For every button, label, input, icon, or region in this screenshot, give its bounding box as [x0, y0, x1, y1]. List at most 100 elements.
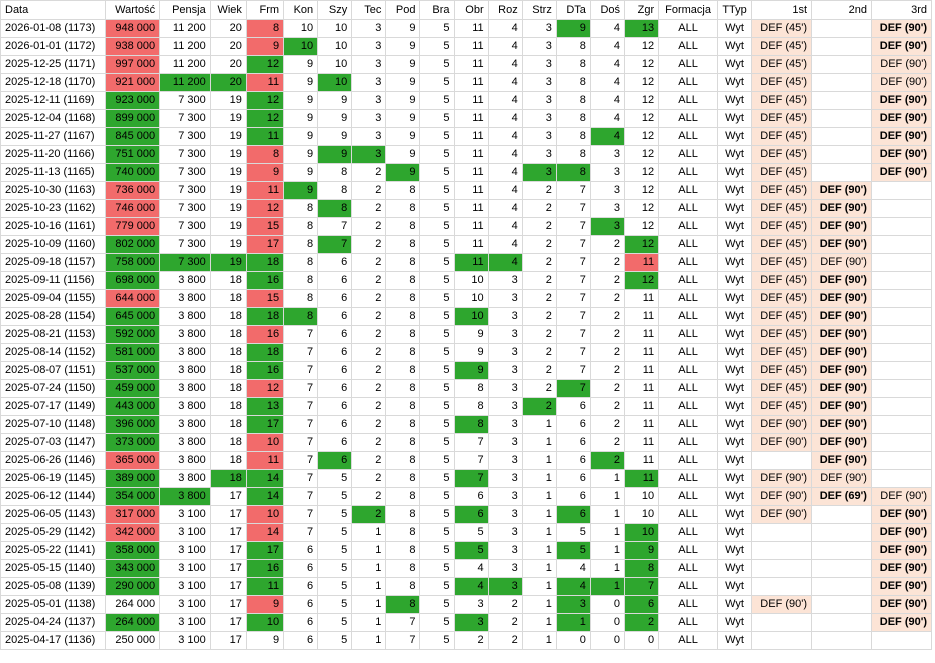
cell-bra[interactable]: 5: [419, 37, 455, 56]
cell-tec[interactable]: 1: [351, 595, 387, 614]
cell-ttyp[interactable]: Wyt: [716, 559, 753, 578]
cell-wartos-c[interactable]: 581 000: [105, 343, 161, 362]
cell-strz[interactable]: 1: [521, 433, 557, 452]
cell-frm[interactable]: 15: [245, 217, 285, 236]
cell-szy[interactable]: 5: [317, 631, 353, 650]
cell-1st[interactable]: DEF (45'): [751, 325, 813, 344]
column-header-data[interactable]: Data: [0, 0, 107, 20]
cell-formacja[interactable]: ALL: [658, 577, 718, 596]
cell-szy[interactable]: 6: [317, 289, 353, 308]
cell-formacja[interactable]: ALL: [658, 235, 718, 254]
cell-wiek[interactable]: 18: [209, 325, 247, 344]
cell-ttyp[interactable]: Wyt: [716, 631, 753, 650]
cell-data[interactable]: 2025-04-17 (1136): [0, 631, 107, 650]
cell-wartos-c[interactable]: 290 000: [105, 577, 161, 596]
column-header-zgr[interactable]: Zgr: [624, 0, 660, 20]
cell-dta[interactable]: 6: [555, 487, 591, 506]
cell-1st[interactable]: DEF (90'): [751, 595, 813, 614]
cell-dta[interactable]: 6: [555, 469, 591, 488]
cell-roz[interactable]: 4: [487, 145, 523, 164]
cell-3rd[interactable]: [870, 343, 933, 362]
cell-wartos-c[interactable]: 997 000: [105, 55, 161, 74]
cell-obr[interactable]: 11: [453, 163, 489, 182]
cell-pensja[interactable]: 3 800: [159, 433, 211, 452]
column-header-dos[interactable]: Doś: [589, 0, 626, 20]
cell-tec[interactable]: 2: [351, 415, 387, 434]
cell-wartos-c[interactable]: 736 000: [105, 181, 161, 200]
cell-dos[interactable]: 0: [589, 595, 626, 614]
cell-2nd[interactable]: [811, 631, 872, 650]
cell-2nd[interactable]: DEF (90'): [811, 199, 872, 218]
column-header-pensja[interactable]: Pensja: [159, 0, 211, 20]
cell-dos[interactable]: 2: [589, 415, 626, 434]
cell-zgr[interactable]: 11: [624, 415, 660, 434]
cell-strz[interactable]: 1: [521, 613, 557, 632]
cell-roz[interactable]: 3: [487, 415, 523, 434]
cell-pensja[interactable]: 7 300: [159, 91, 211, 110]
cell-3rd[interactable]: DEF (90'): [870, 505, 933, 524]
cell-wartos-c[interactable]: 459 000: [105, 379, 161, 398]
cell-3rd[interactable]: [870, 217, 933, 236]
cell-wiek[interactable]: 17: [209, 613, 247, 632]
cell-wiek[interactable]: 17: [209, 541, 247, 560]
cell-frm[interactable]: 12: [245, 109, 285, 128]
cell-pensja[interactable]: 11 200: [159, 55, 211, 74]
cell-data[interactable]: 2025-08-21 (1153): [0, 325, 107, 344]
cell-dos[interactable]: 4: [589, 37, 626, 56]
cell-dta[interactable]: 7: [555, 289, 591, 308]
cell-wartos-c[interactable]: 899 000: [105, 109, 161, 128]
cell-tec[interactable]: 1: [351, 613, 387, 632]
cell-wartos-c[interactable]: 365 000: [105, 451, 161, 470]
cell-3rd[interactable]: [870, 415, 933, 434]
cell-zgr[interactable]: 11: [624, 361, 660, 380]
cell-wiek[interactable]: 19: [209, 91, 247, 110]
cell-pod[interactable]: 8: [385, 235, 421, 254]
cell-formacja[interactable]: ALL: [658, 217, 718, 236]
cell-roz[interactable]: 4: [487, 181, 523, 200]
cell-obr[interactable]: 4: [453, 559, 489, 578]
cell-wartos-c[interactable]: 343 000: [105, 559, 161, 578]
cell-pensja[interactable]: 11 200: [159, 37, 211, 56]
cell-wiek[interactable]: 19: [209, 145, 247, 164]
cell-2nd[interactable]: DEF (90'): [811, 235, 872, 254]
cell-data[interactable]: 2025-06-05 (1143): [0, 505, 107, 524]
cell-frm[interactable]: 16: [245, 271, 285, 290]
cell-formacja[interactable]: ALL: [658, 127, 718, 146]
cell-szy[interactable]: 5: [317, 541, 353, 560]
cell-wartos-c[interactable]: 802 000: [105, 235, 161, 254]
cell-kon[interactable]: 6: [283, 559, 319, 578]
cell-strz[interactable]: 3: [521, 127, 557, 146]
cell-formacja[interactable]: ALL: [658, 343, 718, 362]
cell-strz[interactable]: 2: [521, 379, 557, 398]
cell-dta[interactable]: 6: [555, 433, 591, 452]
cell-bra[interactable]: 5: [419, 631, 455, 650]
cell-dta[interactable]: 7: [555, 199, 591, 218]
cell-pod[interactable]: 8: [385, 523, 421, 542]
cell-roz[interactable]: 3: [487, 289, 523, 308]
cell-strz[interactable]: 1: [521, 505, 557, 524]
cell-wartos-c[interactable]: 264 000: [105, 613, 161, 632]
cell-dos[interactable]: 0: [589, 631, 626, 650]
cell-pensja[interactable]: 7 300: [159, 109, 211, 128]
cell-szy[interactable]: 8: [317, 199, 353, 218]
cell-strz[interactable]: 2: [521, 271, 557, 290]
cell-dta[interactable]: 1: [555, 613, 591, 632]
cell-tec[interactable]: 2: [351, 235, 387, 254]
cell-strz[interactable]: 1: [521, 469, 557, 488]
cell-kon[interactable]: 7: [283, 325, 319, 344]
cell-data[interactable]: 2025-05-22 (1141): [0, 541, 107, 560]
cell-szy[interactable]: 5: [317, 559, 353, 578]
cell-wartos-c[interactable]: 342 000: [105, 523, 161, 542]
cell-pod[interactable]: 8: [385, 541, 421, 560]
cell-dta[interactable]: 7: [555, 271, 591, 290]
cell-ttyp[interactable]: Wyt: [716, 433, 753, 452]
cell-roz[interactable]: 3: [487, 361, 523, 380]
cell-roz[interactable]: 4: [487, 37, 523, 56]
cell-pod[interactable]: 8: [385, 379, 421, 398]
cell-kon[interactable]: 9: [283, 91, 319, 110]
cell-frm[interactable]: 9: [245, 595, 285, 614]
cell-3rd[interactable]: DEF (90'): [870, 91, 933, 110]
cell-ttyp[interactable]: Wyt: [716, 595, 753, 614]
cell-wiek[interactable]: 18: [209, 415, 247, 434]
cell-roz[interactable]: 4: [487, 163, 523, 182]
